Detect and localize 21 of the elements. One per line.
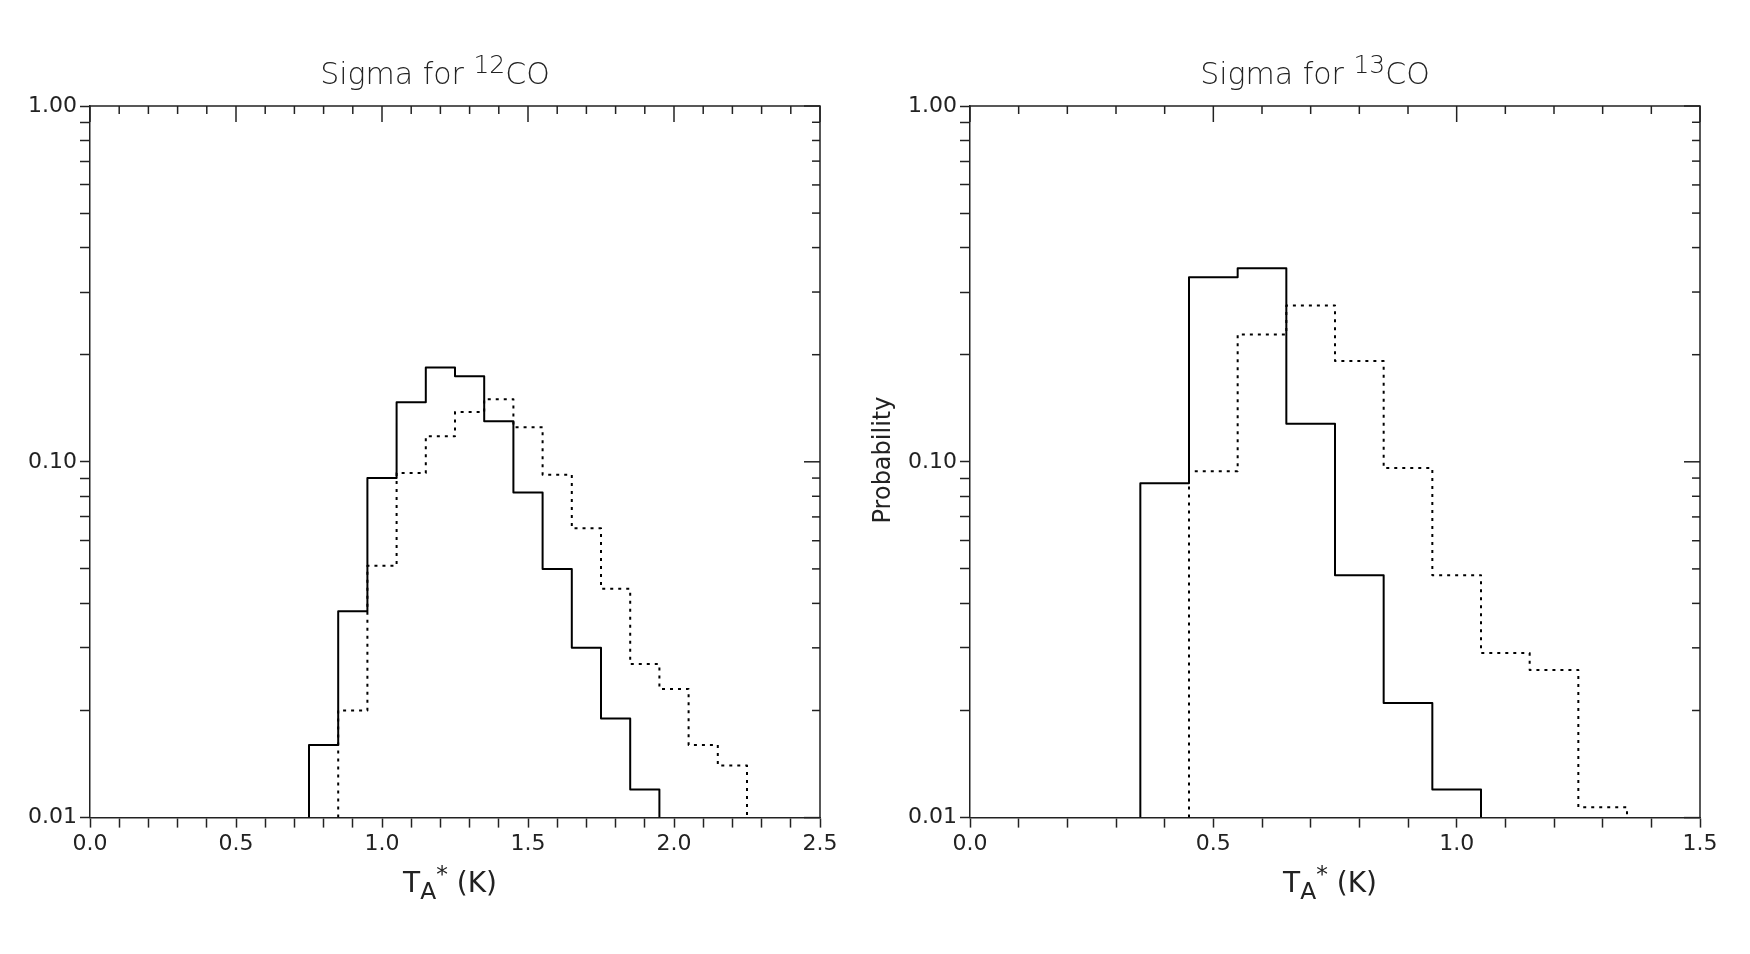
- y-tick-label: 0.01: [28, 803, 77, 829]
- x-tick-label: 0.0: [952, 829, 988, 855]
- x-tick-label: 2.0: [656, 829, 692, 855]
- x-axis-title: T$_{A}$$^{*}$ (K): [1282, 860, 1378, 905]
- x-tick-label: 1.0: [364, 829, 400, 855]
- chart-title: Sigma for $^{12}$CO: [319, 50, 551, 91]
- x-tick-label: 2.5: [802, 829, 838, 855]
- x-tick-label: 0.5: [218, 829, 254, 855]
- y-axis-title: Probability: [867, 396, 896, 524]
- x-tick-label: 0.0: [72, 829, 108, 855]
- x-tick-label: 1.5: [510, 829, 546, 855]
- x-tick-label: 1.5: [1682, 829, 1718, 855]
- chart-title: Sigma for $^{13}$CO: [1199, 50, 1431, 91]
- y-tick-label: 0.10: [908, 447, 957, 473]
- y-tick-label: 1.00: [28, 91, 77, 117]
- x-tick-label: 1.0: [1439, 829, 1475, 855]
- y-tick-label: 0.01: [908, 803, 957, 829]
- x-axis-title: T$_{A}$$^{*}$ (K): [402, 860, 498, 905]
- y-tick-label: 0.10: [28, 447, 77, 473]
- y-tick-label: 1.00: [908, 91, 957, 117]
- x-tick-label: 0.5: [1195, 829, 1231, 855]
